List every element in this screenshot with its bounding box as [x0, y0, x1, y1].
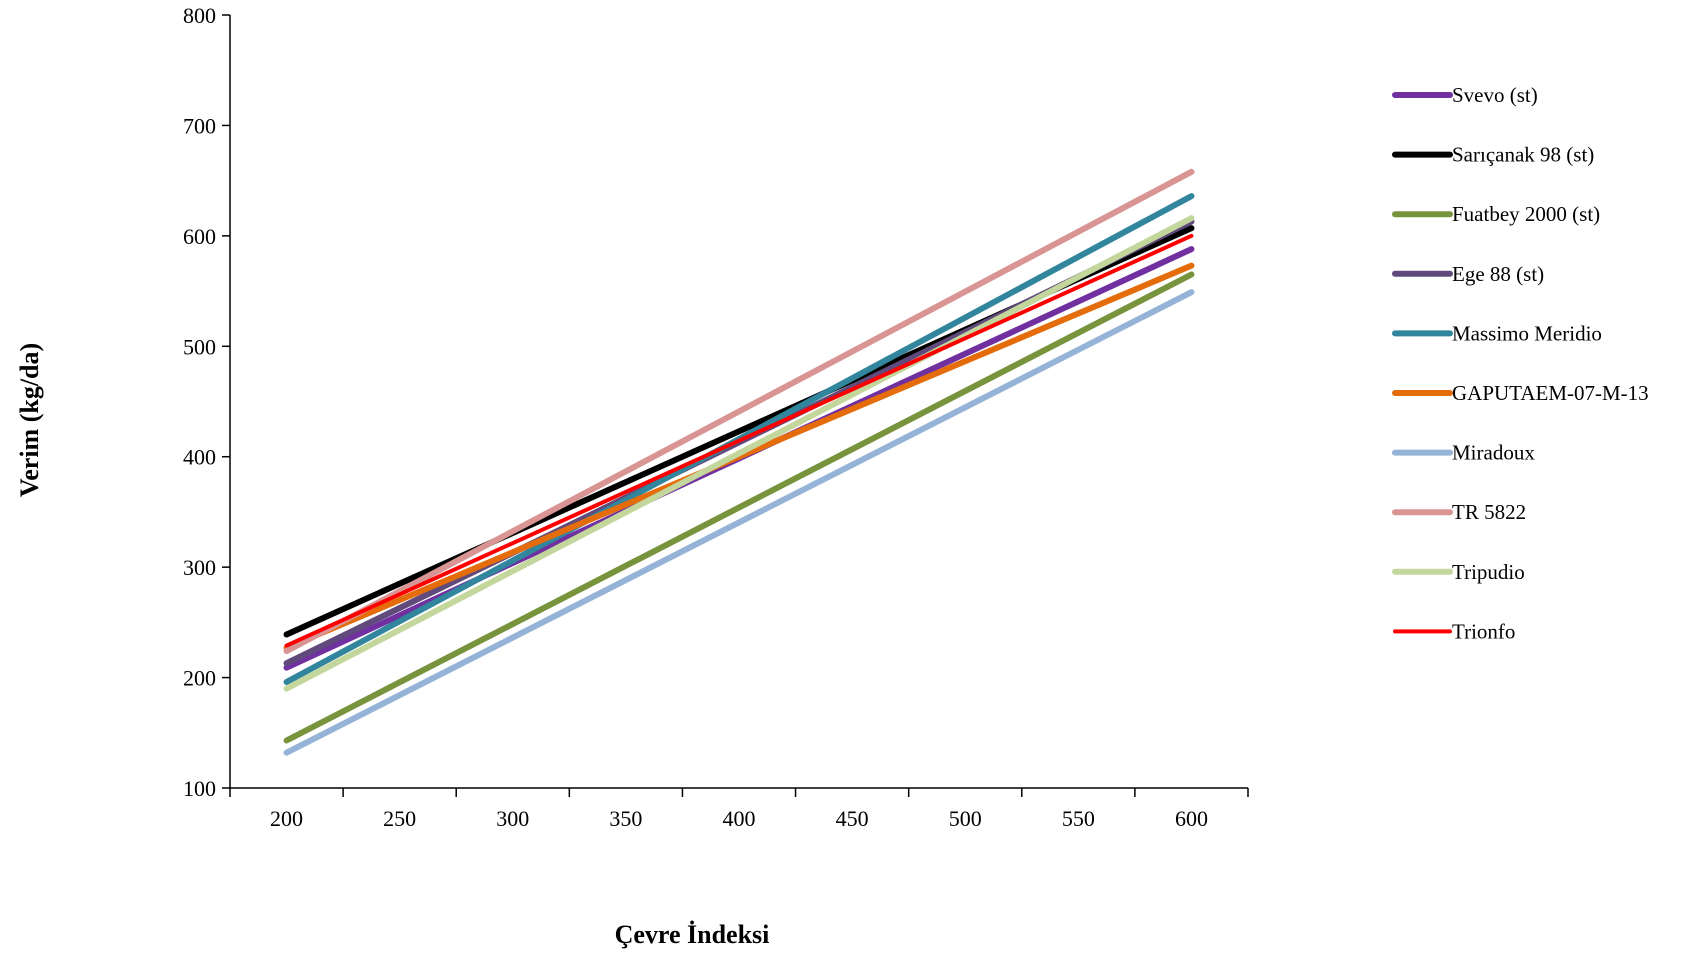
legend-label: TR 5822 — [1452, 500, 1526, 524]
y-tick-label: 500 — [183, 334, 216, 359]
y-tick-label: 100 — [183, 776, 216, 801]
y-tick-label: 400 — [183, 445, 216, 470]
x-tick-label: 450 — [836, 806, 869, 831]
legend-label: Massimo Meridio — [1452, 321, 1602, 345]
series-layer — [283, 168, 1195, 756]
x-tick-label: 550 — [1062, 806, 1095, 831]
x-axis-title: Çevre İndeksi — [615, 920, 770, 949]
legend: Svevo (st) Sarıçanak 98 (st) Fuatbey 2000 … — [1392, 83, 1649, 643]
x-tick-label: 600 — [1175, 806, 1208, 831]
legend-label: Tripudio — [1452, 560, 1525, 584]
x-tick-label: 350 — [609, 806, 642, 831]
series-line-3 — [283, 271, 1195, 744]
y-axis-title: Verim (kg/da) — [15, 343, 44, 497]
legend-label: Fuatbey 2000 (st) — [1452, 202, 1600, 226]
legend-label: Sarıçanak 98 (st) — [1452, 143, 1594, 167]
x-tick-label: 500 — [949, 806, 982, 831]
series-line-7 — [283, 289, 1195, 756]
x-tick-label: 300 — [496, 806, 529, 831]
y-tick-label: 700 — [183, 113, 216, 138]
y-tick-label: 200 — [183, 666, 216, 691]
series-line-10 — [284, 233, 1194, 648]
legend-label: Svevo (st) — [1452, 83, 1538, 107]
legend-label: Miradoux — [1452, 441, 1535, 465]
series-line-8 — [283, 168, 1195, 655]
legend-label: Ege 88 (st) — [1452, 262, 1544, 286]
legend-label: GAPUTAEM-07-M-13 — [1452, 381, 1649, 405]
axes: 100 200 300 400 500 600 700 800 200 250 300 350 400 4… — [183, 3, 1249, 831]
y-tick-label: 800 — [183, 3, 216, 28]
x-tick-label: 250 — [383, 806, 416, 831]
x-tick-label: 200 — [270, 806, 303, 831]
legend-label: Trionfo — [1452, 619, 1515, 643]
y-tick-label: 600 — [183, 224, 216, 249]
series-line-9 — [283, 215, 1195, 692]
x-tick-label: 400 — [723, 806, 756, 831]
y-tick-label: 300 — [183, 555, 216, 580]
